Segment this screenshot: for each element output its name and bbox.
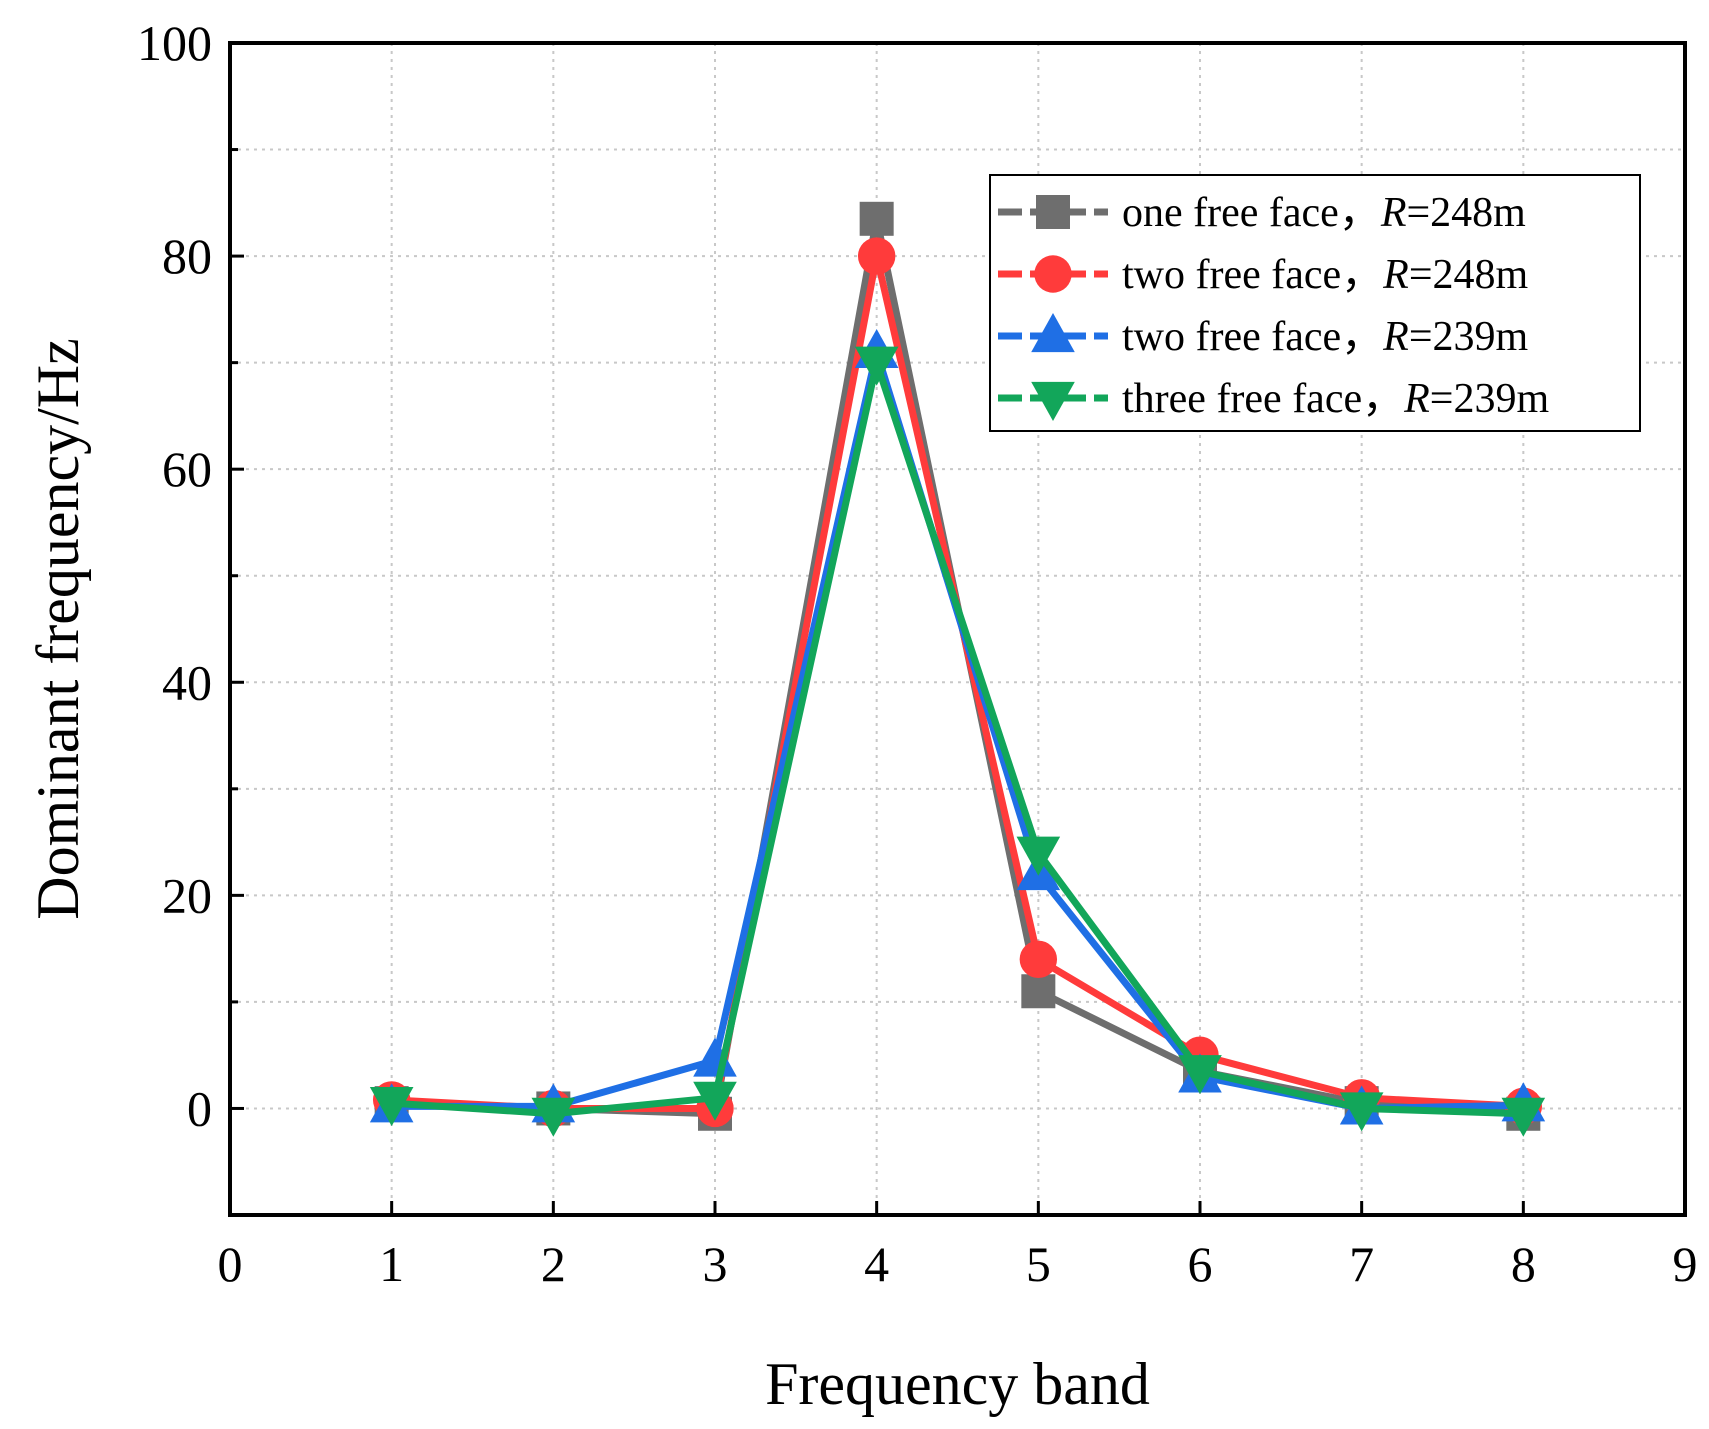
legend-entry-2: two free face，R=248m (998, 252, 1529, 298)
legend-box (989, 174, 1641, 432)
legend-label: two free face，R=239m (1122, 314, 1529, 360)
legend-series-name: one free face， (1122, 190, 1381, 236)
data-point (369, 1087, 414, 1127)
series-line (391, 359, 1524, 1118)
y-tick-label: 100 (137, 15, 212, 71)
legend-label: two free face，R=248m (1122, 252, 1529, 298)
legend-r-value: =239m (1409, 314, 1529, 360)
data-point (1178, 1055, 1222, 1095)
legend-label: one free face，R=248m (1122, 190, 1526, 236)
y-tick-label: 40 (162, 654, 212, 710)
y-tick-label: 60 (162, 441, 212, 497)
data-point (854, 346, 899, 386)
x-tick-label: 1 (379, 1236, 404, 1292)
data-point (1019, 940, 1058, 978)
legend-r-symbol: R (1382, 252, 1409, 298)
x-tick-label: 4 (864, 1236, 889, 1292)
legend-r-value: =248m (1406, 190, 1526, 236)
x-tick-label: 3 (703, 1236, 728, 1292)
x-tick-label: 7 (1349, 1236, 1374, 1292)
legend-series-name: three free face， (1122, 376, 1404, 422)
x-tick-label: 2 (541, 1236, 566, 1292)
plot-frame (228, 41, 1687, 1217)
data-point (693, 1037, 737, 1077)
legend-marker (1031, 313, 1075, 353)
series-line (391, 348, 1524, 1112)
legend-series-name: two free face， (1122, 252, 1383, 298)
data-point (1339, 1092, 1384, 1132)
x-tick-label: 5 (1026, 1236, 1051, 1292)
data-point (857, 237, 896, 275)
y-tick-label: 80 (162, 228, 212, 284)
legend-r-symbol: R (1403, 376, 1430, 422)
x-tick-label: 6 (1188, 1236, 1213, 1292)
legend-label: three free face，R=239m (1122, 376, 1549, 422)
data-point (531, 1097, 576, 1137)
series-layer (369, 201, 1546, 1137)
data-point (693, 1081, 737, 1121)
legend-r-value: =248m (1409, 252, 1529, 298)
legend-marker (1036, 195, 1070, 229)
legend-entry-3: two free face，R=239m (998, 313, 1529, 360)
legend-r-symbol: R (1382, 314, 1409, 360)
legend-r-symbol: R (1380, 190, 1407, 236)
axes: 0 1 2 3 4 5 6 7 8 9 0 20 40 60 80 100 (137, 15, 1698, 1292)
data-point (859, 201, 894, 236)
y-tick-label: 20 (162, 867, 212, 923)
x-tick-label: 0 (218, 1236, 243, 1292)
legend-marker (1031, 381, 1075, 421)
data-point (1016, 836, 1061, 876)
legend-r-value: =239m (1430, 376, 1550, 422)
data-point (1021, 974, 1056, 1009)
legend-series-name: two free face， (1122, 314, 1383, 360)
y-tick-label: 0 (187, 1080, 212, 1136)
y-axis-title: Dominant frequency/Hz (25, 338, 91, 919)
x-axis-title: Frequency band (765, 1351, 1150, 1417)
x-tick-label: 8 (1511, 1236, 1536, 1292)
legend-entry-4: three free face，R=239m (998, 376, 1549, 422)
series-3 (369, 329, 1546, 1125)
series-4 (369, 346, 1546, 1137)
data-point (1501, 1097, 1546, 1137)
x-tick-label: 9 (1673, 1236, 1698, 1292)
legend-marker (1034, 255, 1072, 293)
legend-entry-1: one free face，R=248m (998, 190, 1526, 236)
